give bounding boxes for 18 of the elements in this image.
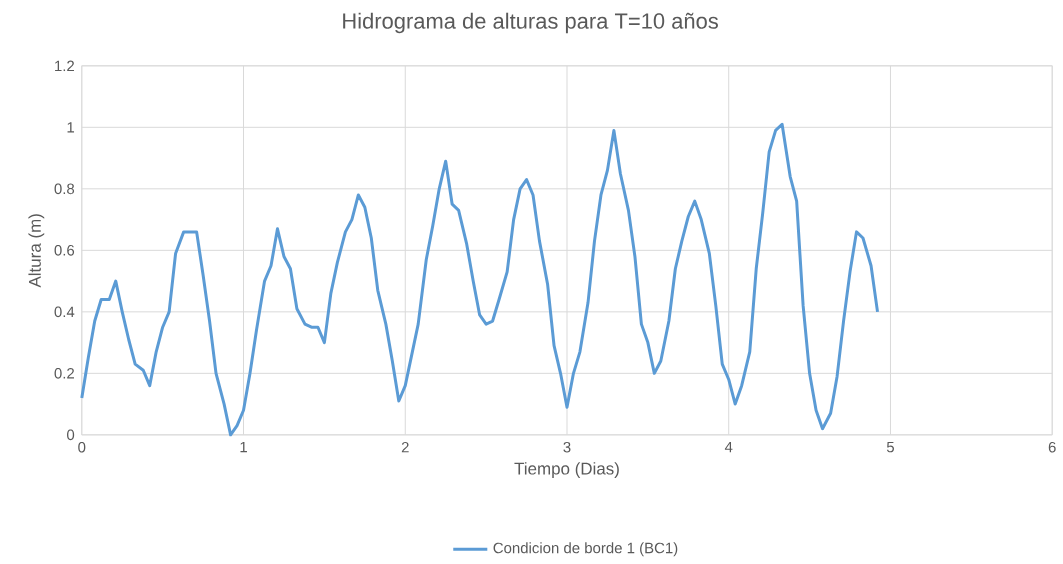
y-tick-label: 0.2 <box>54 367 74 379</box>
y-tick-label: 1 <box>67 122 75 133</box>
x-axis-title: Tiempo (Dias) <box>514 462 619 478</box>
x-tick-label: 5 <box>886 441 894 453</box>
y-tick-label: 0.4 <box>54 306 75 318</box>
chart-title: Hidrograma de alturas para T=10 años <box>343 12 718 34</box>
x-tick-label: 4 <box>724 441 733 453</box>
y-tick-label: 0.8 <box>54 183 75 195</box>
y-tick-label: 1.2 <box>55 60 74 71</box>
y-tick-label: 0 <box>67 429 75 441</box>
x-tick-label: 1 <box>240 441 247 453</box>
x-tick-label: 0 <box>78 441 86 453</box>
x-tick-label: 2 <box>401 441 409 453</box>
y-tick-label: 0.6 <box>54 244 75 256</box>
x-tick-label: 3 <box>563 441 571 453</box>
y-axis-title: Altura (m) <box>28 214 45 288</box>
legend-label: Condicion de borde 1 (BC1) <box>493 542 678 557</box>
x-tick-label: 6 <box>1048 441 1056 453</box>
